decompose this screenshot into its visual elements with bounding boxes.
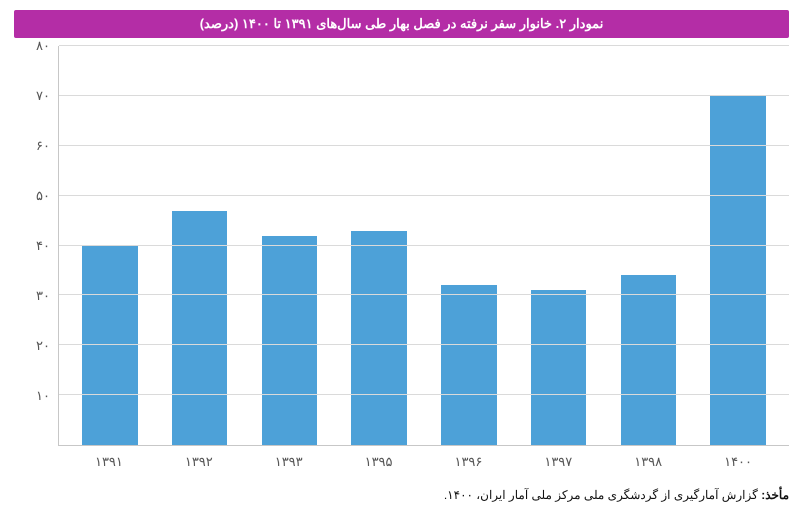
- bar-slot: [604, 46, 694, 445]
- y-tick-label: ۶۰: [14, 138, 50, 154]
- x-tick-label: ۱۳۹۷: [513, 454, 603, 470]
- grid-line: [59, 294, 789, 295]
- x-tick-label: ۱۳۹۸: [603, 454, 693, 470]
- x-tick-label: ۱۳۹۶: [424, 454, 514, 470]
- x-axis: ۱۳۹۱۱۳۹۲۱۳۹۳۱۳۹۵۱۳۹۶۱۳۹۷۱۳۹۸۱۴۰۰: [58, 454, 789, 470]
- grid-line: [59, 394, 789, 395]
- y-tick-label: ۳۰: [14, 288, 50, 304]
- y-tick-label: ۷۰: [14, 88, 50, 104]
- plot-area: [58, 46, 789, 446]
- grid-line: [59, 95, 789, 96]
- bar: [621, 275, 677, 445]
- bar-slot: [65, 46, 155, 445]
- grid-line: [59, 245, 789, 246]
- bar-slot: [155, 46, 245, 445]
- y-tick-label: ۴۰: [14, 238, 50, 254]
- grid-line: [59, 344, 789, 345]
- x-tick-label: ۱۳۹۳: [244, 454, 334, 470]
- y-tick-label: ۲۰: [14, 338, 50, 354]
- y-tick-label: ۸۰: [14, 38, 50, 54]
- grid-line: [59, 145, 789, 146]
- bar-slot: [514, 46, 604, 445]
- chart-area: ۱۰۲۰۳۰۴۰۵۰۶۰۷۰۸۰: [14, 46, 789, 446]
- grid-line: [59, 195, 789, 196]
- chart-title-bar: نمودار ۲. خانوار سفر نرفته در فصل بهار ط…: [14, 10, 789, 38]
- grid-line: [59, 45, 789, 46]
- bar: [262, 236, 318, 445]
- bar-slot: [424, 46, 514, 445]
- bars-container: [59, 46, 789, 445]
- source-label: مأخذ:: [761, 488, 789, 502]
- source-line: مأخذ: گزارش آمارگیری از گردشگری ملی مرکز…: [14, 488, 789, 502]
- bar: [710, 96, 766, 445]
- source-text: گزارش آمارگیری از گردشگری ملی مرکز ملی آ…: [444, 488, 758, 502]
- x-tick-label: ۱۳۹۱: [64, 454, 154, 470]
- x-tick-label: ۱۳۹۵: [334, 454, 424, 470]
- bar: [82, 246, 138, 446]
- bar: [172, 211, 228, 445]
- bar-slot: [245, 46, 335, 445]
- bar-slot: [693, 46, 783, 445]
- bar: [351, 231, 407, 445]
- x-tick-label: ۱۴۰۰: [693, 454, 783, 470]
- x-tick-label: ۱۳۹۲: [154, 454, 244, 470]
- y-axis: ۱۰۲۰۳۰۴۰۵۰۶۰۷۰۸۰: [14, 46, 58, 446]
- bar-slot: [334, 46, 424, 445]
- bar: [531, 290, 587, 445]
- y-tick-label: ۱۰: [14, 388, 50, 404]
- bar: [441, 285, 497, 445]
- y-tick-label: ۵۰: [14, 188, 50, 204]
